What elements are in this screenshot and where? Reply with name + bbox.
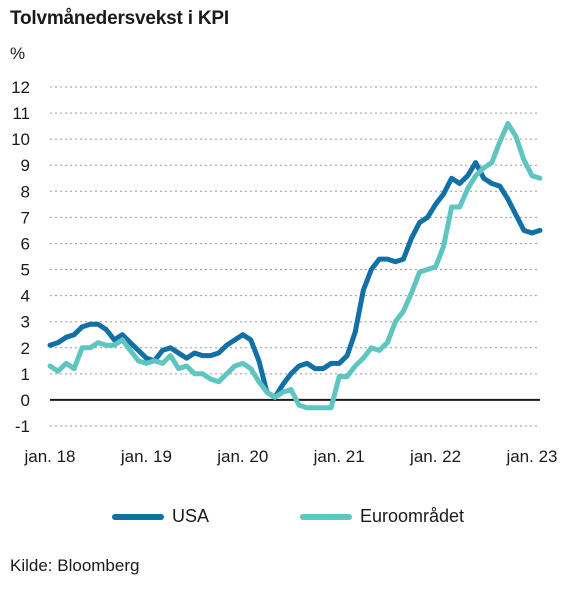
- x-tick-label: jan. 22: [409, 447, 461, 466]
- series-line-usa: [47, 160, 543, 400]
- y-tick-label: 9: [21, 156, 30, 175]
- y-tick-label: 4: [21, 287, 30, 306]
- legend-item-euro[interactable]: Euroområdet: [300, 506, 464, 527]
- legend-item-usa[interactable]: USA: [112, 506, 209, 527]
- y-tick-label: 3: [21, 313, 30, 332]
- x-tick-label: jan. 23: [505, 447, 557, 466]
- x-tick-label: jan. 20: [216, 447, 268, 466]
- y-tick-label: 7: [21, 208, 30, 227]
- legend-label-usa: USA: [172, 506, 210, 526]
- x-tick-label: jan. 21: [313, 447, 365, 466]
- legend: USA Euroområdet: [0, 506, 575, 532]
- source-note: Kilde: Bloomberg: [10, 556, 140, 575]
- y-tick-label: 5: [21, 261, 30, 280]
- y-tick-label: 8: [21, 182, 30, 201]
- grid-lines: [50, 86, 540, 427]
- y-tick-label: 1: [21, 365, 30, 384]
- y-tick-label: 12: [11, 78, 30, 97]
- series-lines: [47, 121, 543, 411]
- series-line-euro: [47, 121, 543, 411]
- y-axis-unit: %: [10, 44, 26, 63]
- y-tick-label: 0: [21, 391, 30, 410]
- x-tick-labels: jan. 18 jan. 19 jan. 20 jan. 21 jan. 22 jan. …: [23, 447, 557, 466]
- y-tick-label: 11: [12, 104, 30, 123]
- x-tick-label: jan. 18: [23, 447, 75, 466]
- y-tick-label: 2: [21, 339, 30, 358]
- chart-title: Tolvmånedersvekst i KPI: [10, 8, 229, 29]
- y-tick-label: 10: [11, 130, 30, 149]
- legend-swatch-euro: [300, 513, 352, 520]
- y-tick-label: 6: [21, 234, 30, 253]
- x-tick-label: jan. 19: [120, 447, 172, 466]
- legend-swatch-usa: [112, 513, 164, 520]
- y-tick-label: -1: [15, 417, 30, 436]
- legend-label-euro: Euroområdet: [360, 506, 465, 526]
